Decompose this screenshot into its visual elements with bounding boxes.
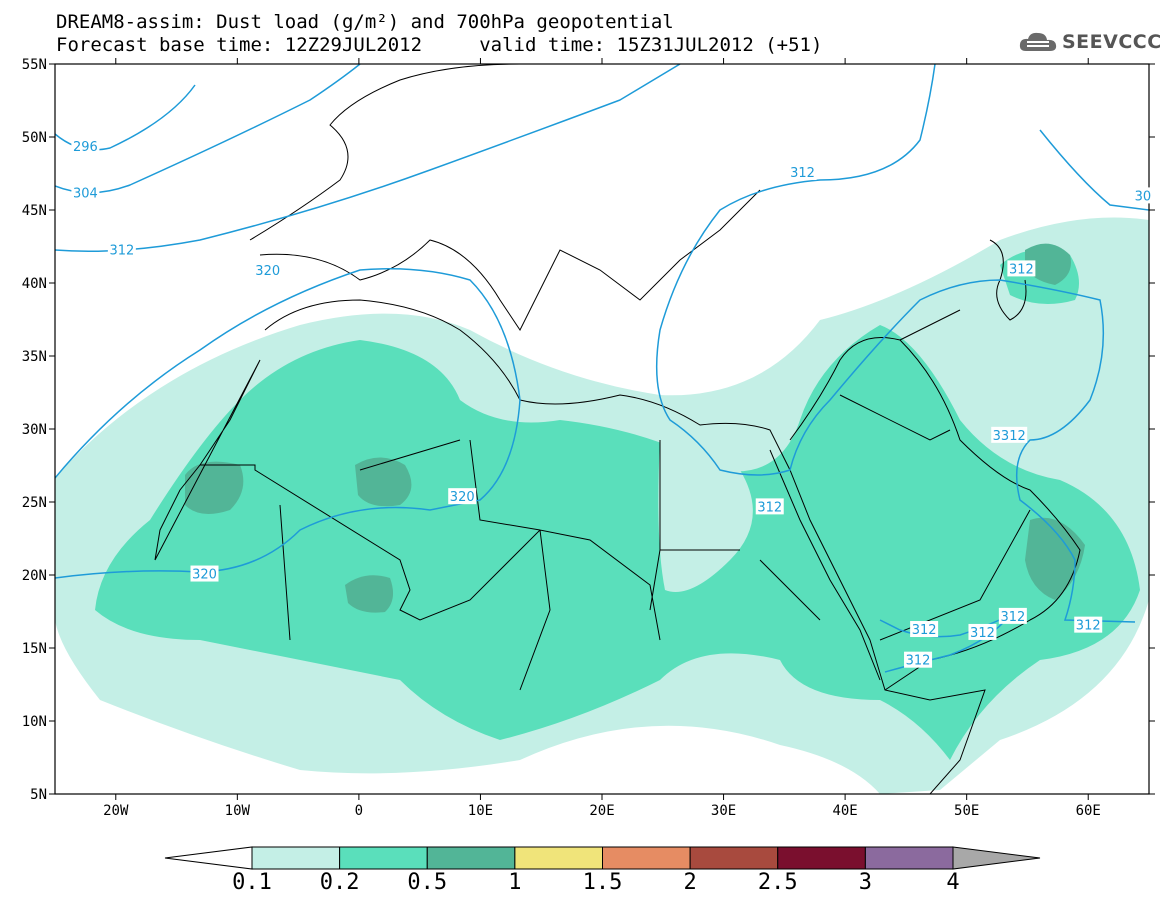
contour-label: 312 bbox=[1076, 619, 1101, 634]
lon-tick-label: 50E bbox=[954, 803, 979, 819]
lon-tick-label: 30E bbox=[711, 803, 736, 819]
colorbar-label: 4 bbox=[946, 870, 959, 895]
dust-band-dark bbox=[345, 575, 394, 613]
logo-text: SEEVCCC bbox=[1062, 31, 1162, 53]
cloud-logo-icon bbox=[1019, 32, 1057, 51]
lon-tick-label: 10W bbox=[225, 803, 251, 819]
lat-tick-label: 55N bbox=[22, 57, 47, 73]
colorbar-label: 2 bbox=[684, 870, 697, 895]
coastline-caspian bbox=[989, 239, 1027, 321]
lat-tick-label: 5N bbox=[30, 787, 47, 803]
contour-label: 312 bbox=[970, 626, 995, 641]
contour-label: 296 bbox=[73, 140, 98, 155]
colorbar-label: 1 bbox=[508, 870, 521, 895]
contour-label: 30 bbox=[1135, 189, 1152, 204]
colorbar-label: 1.5 bbox=[583, 870, 623, 895]
lat-tick-label: 25N bbox=[22, 495, 47, 511]
latitude-ticks: 55N 50N 45N 40N 35N 30N 25N 20N 15N 10N 5N bbox=[22, 57, 1155, 803]
lat-tick-label: 35N bbox=[22, 349, 47, 365]
colorbar-bin bbox=[514, 846, 603, 870]
chart-title: DREAM8-assim: Dust load (g/m²) and 700hP… bbox=[56, 11, 674, 33]
contour-label: 320 bbox=[192, 568, 217, 583]
contour-304-ne bbox=[1039, 129, 1149, 211]
colorbar-label: 0.2 bbox=[320, 870, 360, 895]
contour-label: 304 bbox=[73, 186, 98, 201]
colorbar-label: 2.5 bbox=[758, 870, 798, 895]
lon-tick-label: 20W bbox=[103, 803, 129, 819]
contour-label-bg bbox=[71, 137, 100, 154]
contour-label: 312 bbox=[757, 500, 782, 515]
contour-label-bg bbox=[448, 488, 477, 505]
lon-tick-label: 20E bbox=[589, 803, 614, 819]
coastline-red-sea bbox=[769, 449, 881, 681]
contour-label: 312 bbox=[912, 623, 937, 638]
colorbar-label: 3 bbox=[859, 870, 872, 895]
contour-label-bg bbox=[71, 184, 100, 201]
contour-label: 312 bbox=[906, 654, 931, 669]
contour-label-bg bbox=[991, 426, 1028, 443]
contour-label-bg bbox=[998, 607, 1027, 624]
lon-tick-label: 60E bbox=[1076, 803, 1101, 819]
contour-label: 312 bbox=[1009, 262, 1034, 277]
colorbar-bin bbox=[864, 846, 954, 870]
colorbar-bin bbox=[602, 846, 691, 870]
forecast-time-line: Forecast base time: 12Z29JUL2012 valid t… bbox=[56, 34, 823, 56]
contour-label-bg bbox=[904, 651, 933, 668]
lat-tick-label: 30N bbox=[22, 422, 47, 438]
lat-tick-label: 45N bbox=[22, 203, 47, 219]
colorbar-under-triangle bbox=[164, 846, 253, 870]
contour-label-bg bbox=[1007, 260, 1036, 277]
contour-label-bg bbox=[755, 498, 784, 515]
longitude-ticks: 20W 10W 0 10E 20E 30E 40E 50E 60E bbox=[103, 58, 1101, 819]
contour-label-bg bbox=[788, 164, 817, 181]
contour-label: 312 bbox=[109, 243, 134, 258]
seevccc-logo: SEEVCCC bbox=[1018, 28, 1162, 56]
coastline-arabia bbox=[789, 337, 1081, 691]
lon-tick-label: 0 bbox=[355, 803, 363, 819]
country-borders bbox=[200, 309, 1031, 691]
contour-label: 312 bbox=[790, 166, 815, 181]
colorbar-bin bbox=[339, 846, 428, 870]
dust-band-dark bbox=[1025, 243, 1071, 285]
contour-labels: 296 304 312 320 320 320 312 312 3312 312 312 312 312… bbox=[71, 137, 1153, 669]
contour-label-bg bbox=[107, 241, 136, 258]
contour-label-bg bbox=[253, 261, 282, 278]
contour-label: 312 bbox=[1000, 610, 1025, 625]
dust-band-medium bbox=[95, 325, 1140, 760]
colorbar-label: 0.1 bbox=[232, 870, 272, 895]
lat-tick-label: 15N bbox=[22, 641, 47, 657]
colorbar-over-triangle bbox=[952, 846, 1041, 870]
lat-tick-label: 10N bbox=[22, 714, 47, 730]
colorbar: 0.1 0.2 0.5 1 1.5 2 2.5 3 4 bbox=[164, 846, 1041, 895]
dust-band-light-hole-egypt bbox=[658, 438, 753, 592]
colorbar-bin bbox=[689, 846, 779, 870]
coastline-europe bbox=[249, 64, 761, 331]
contour-312-east bbox=[655, 64, 1136, 623]
dust-band-light-hole-iran bbox=[937, 338, 1067, 450]
colorbar-bin bbox=[251, 846, 341, 870]
dust-band-dark bbox=[355, 457, 412, 507]
colorbar-bin bbox=[426, 846, 516, 870]
contour-label-bg bbox=[910, 621, 939, 638]
contour-label-bg bbox=[968, 623, 997, 640]
lon-tick-label: 10E bbox=[468, 803, 493, 819]
contour-label: 320 bbox=[450, 490, 475, 505]
contour-label: 320 bbox=[255, 264, 280, 279]
colorbar-bin bbox=[777, 846, 866, 870]
contour-label-bg bbox=[190, 565, 219, 582]
contour-label-bg bbox=[1074, 616, 1103, 633]
coastlines bbox=[154, 64, 1081, 794]
contour-label: 3312 bbox=[993, 429, 1026, 444]
lat-tick-label: 50N bbox=[22, 130, 47, 146]
dust-shading bbox=[55, 217, 1149, 794]
colorbar-label: 0.5 bbox=[407, 870, 447, 895]
lat-tick-label: 20N bbox=[22, 568, 47, 584]
contour-320 bbox=[55, 268, 521, 579]
contour-label-bg bbox=[1132, 187, 1153, 204]
lon-tick-label: 40E bbox=[832, 803, 857, 819]
lat-tick-label: 40N bbox=[22, 276, 47, 292]
